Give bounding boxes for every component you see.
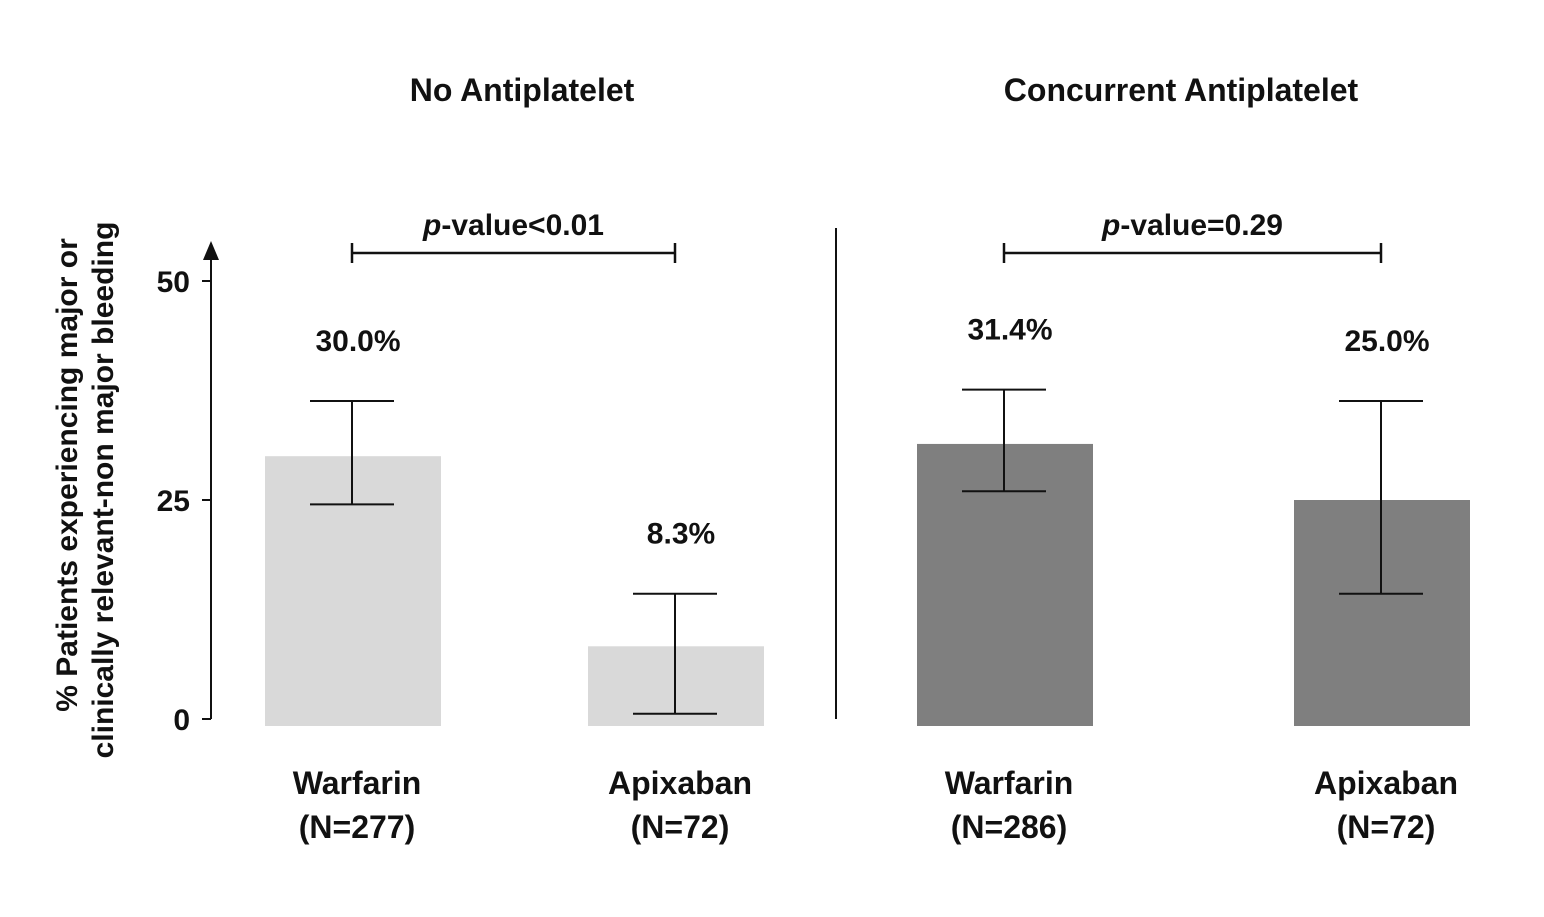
- category-label: Apixaban: [1314, 765, 1458, 801]
- category-n-label: (N=72): [1337, 809, 1436, 845]
- y-axis-arrow: [203, 241, 219, 260]
- pvalue-label: p-value<0.01: [422, 209, 604, 242]
- pvalue-prefix: p: [1101, 209, 1120, 242]
- data-label: 25.0%: [1344, 325, 1429, 358]
- bars-layer: [265, 388, 1470, 726]
- y-axis-label-line-1: % Patients experiencing major or: [51, 238, 84, 712]
- category-label: Apixaban: [608, 765, 752, 801]
- category-n-label: (N=72): [631, 809, 730, 845]
- y-axis-label-line-2: clinically relevant-non major bleeding: [87, 222, 120, 759]
- y-axis: [202, 228, 1383, 720]
- y-tick-label: 0: [173, 704, 190, 737]
- data-label: 30.0%: [315, 325, 400, 358]
- category-n-label: (N=277): [299, 809, 416, 845]
- pvalue-text: -value=0.29: [1120, 209, 1283, 242]
- group-title: Concurrent Antiplatelet: [1004, 72, 1359, 108]
- y-tick-label: 25: [157, 485, 190, 518]
- pvalue-text: -value<0.01: [441, 209, 604, 242]
- group-title: No Antiplatelet: [410, 72, 635, 108]
- pvalue-prefix: p: [422, 209, 441, 242]
- y-tick-label: 50: [157, 266, 190, 299]
- data-label: 31.4%: [967, 314, 1052, 347]
- y-axis-label: % Patients experiencing major or clinica…: [51, 222, 120, 759]
- category-n-label: (N=286): [951, 809, 1068, 845]
- category-label: Warfarin: [293, 765, 422, 801]
- data-label: 8.3%: [647, 518, 715, 551]
- pvalue-label: p-value=0.29: [1101, 209, 1283, 242]
- category-label: Warfarin: [945, 765, 1074, 801]
